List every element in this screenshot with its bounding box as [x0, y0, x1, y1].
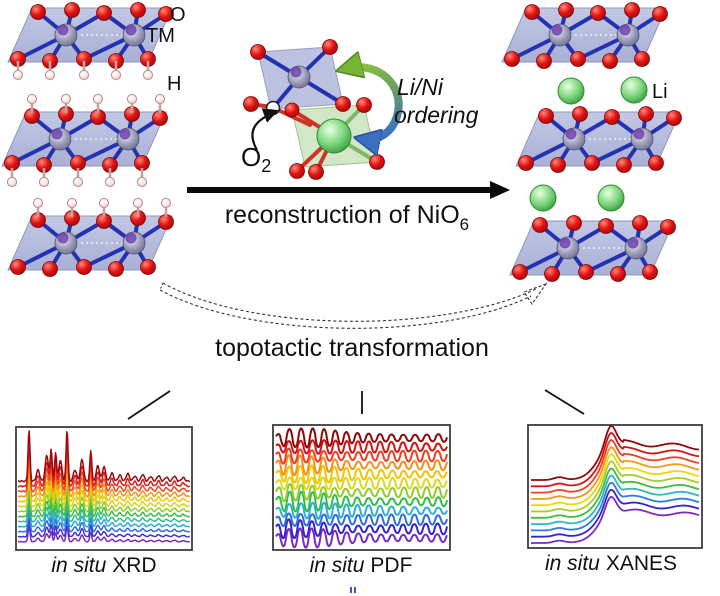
h-atom [160, 197, 172, 219]
pdf-plot-label: in situ PDF [310, 554, 413, 577]
spectrum-curve [530, 474, 700, 526]
spectrum-curve [530, 446, 700, 500]
spectrum-curve [17, 509, 190, 533]
spectrum-curve [530, 439, 700, 494]
spectrum-curve [530, 488, 700, 538]
spectrum-curve [275, 454, 448, 477]
xanes-curves [530, 425, 700, 544]
spectrum-curve [17, 430, 191, 483]
h-atom [136, 166, 148, 188]
spectrum-curve [275, 439, 448, 455]
ordering-label-line2: ordering [394, 102, 479, 128]
hydrogen-label: H [167, 73, 181, 95]
spectrum-curve [530, 460, 700, 513]
lithium-atoms [529, 76, 648, 212]
dashed-curve-upper [162, 282, 537, 322]
topotactic-arrow [159, 282, 548, 329]
spectrum-curve [275, 447, 448, 465]
spectrum-curve [275, 464, 448, 485]
h-atom [6, 166, 18, 188]
dashed-arrow-head [523, 282, 548, 305]
spectrum-curve [17, 501, 191, 528]
reconstruction-motif: O2 Li/Ni ordering [241, 39, 479, 180]
spectrum-curve [275, 482, 448, 503]
dashed-curve-cap [159, 282, 164, 291]
spectrum-curve [17, 477, 191, 513]
spectrum-curve [17, 517, 190, 538]
ordering-label-line1: Li/Ni [397, 74, 444, 100]
o2-release-arrow [251, 108, 279, 151]
arrow-head [490, 181, 510, 199]
plot-xrd: in situ XRD [15, 426, 193, 577]
spectrum-curve [530, 425, 700, 481]
spectrum-curve [530, 496, 700, 544]
o2-label: O2 [241, 142, 271, 176]
spectrum-curve [275, 518, 448, 540]
spectrum-curve [530, 481, 700, 532]
xrd-plot-label: in situ XRD [51, 554, 156, 577]
spectrum-curve [17, 469, 190, 508]
tm-slab [500, 0, 670, 71]
spectrum-curve [17, 461, 191, 503]
spectrum-curve [17, 453, 191, 498]
spectrum-curve [530, 467, 700, 519]
spectrum-curve [17, 493, 190, 523]
pdf-curves [275, 427, 448, 549]
dashed-curve-lower [159, 289, 532, 329]
plot-connectors [127, 389, 585, 420]
plot-pdf: in situ PDF [272, 424, 451, 577]
plot-xanes: in situ XANES [527, 424, 703, 575]
tm-slab [0, 104, 170, 175]
spectrum-curve [17, 446, 190, 493]
spectrum-curve [17, 485, 191, 518]
h-atom [72, 166, 84, 188]
spectrum-curve [530, 453, 700, 507]
tm-atom-shade [290, 66, 302, 78]
xanes-plot-label: in situ XANES [545, 552, 677, 575]
lithium-label: Li [652, 81, 668, 103]
spectrum-curve [17, 437, 191, 488]
layered-structure: Li [500, 0, 684, 284]
spectrum-curve [275, 527, 448, 549]
tm-slab [514, 104, 684, 175]
reaction-arrow-label: reconstruction of NiO6 [225, 201, 469, 234]
li-atom [316, 118, 352, 154]
connector-xanes [544, 389, 585, 415]
xrd-curves [17, 430, 191, 543]
tm-label: TM [146, 25, 175, 47]
reaction-arrow: reconstruction of NiO6 [187, 181, 510, 234]
spectrum-curve [275, 512, 448, 528]
spectrum-curve [275, 476, 448, 491]
spectrum-curve [17, 525, 190, 543]
connector-xrd [127, 390, 171, 420]
tm-slab [6, 208, 176, 279]
li-ni-swap-arrow [344, 67, 403, 139]
transformation-label: topotactic transformation [215, 334, 489, 362]
oxygen-label: O [170, 4, 186, 26]
h-atom [154, 93, 166, 115]
spectrum-curve [275, 427, 448, 449]
tm-slab [508, 213, 678, 284]
spectrum-curve [530, 432, 700, 488]
artifact-mark [350, 587, 356, 593]
spectrum-curve [275, 501, 448, 520]
hydroxide-structure: O TM H [0, 0, 186, 279]
spectrum-curve [275, 490, 448, 513]
